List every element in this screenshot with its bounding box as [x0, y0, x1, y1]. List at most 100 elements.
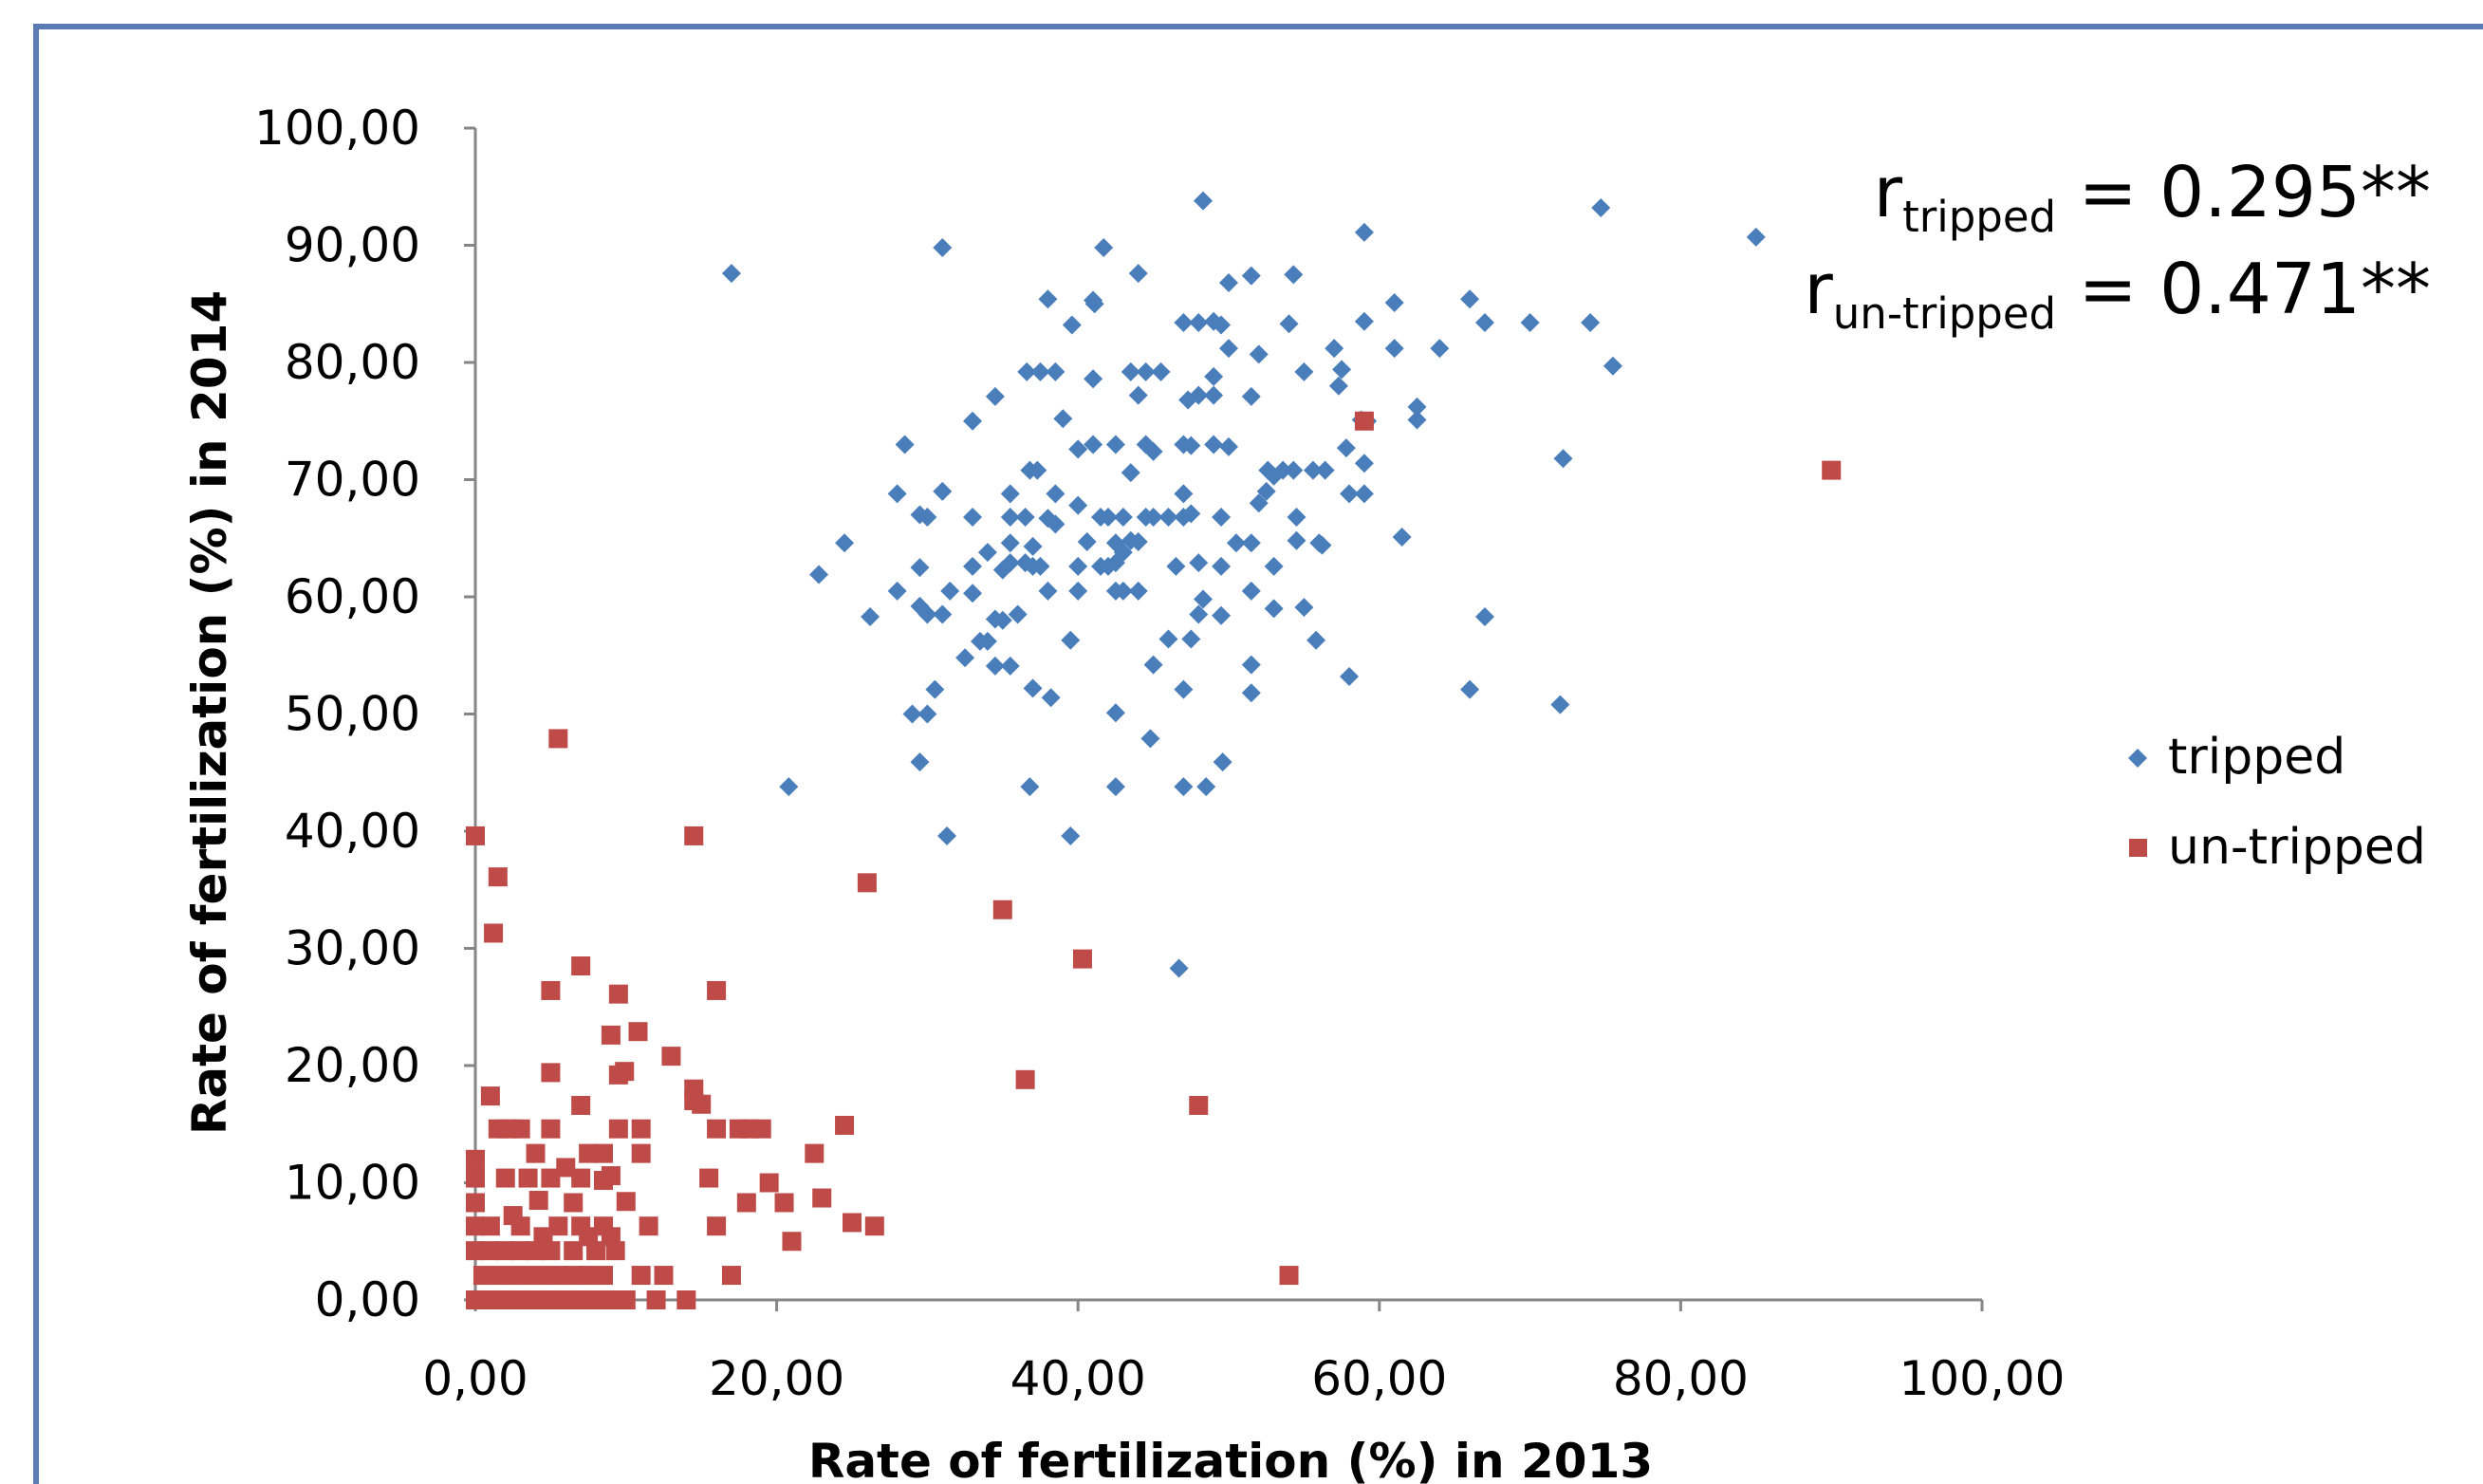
tripped-point — [1121, 463, 1140, 483]
tripped-point — [1113, 508, 1133, 528]
untripped-point — [571, 1290, 591, 1309]
y-tick-label: 80,00 — [285, 335, 420, 390]
tripped-point — [1068, 439, 1088, 459]
un-tripped-series — [466, 411, 1842, 1309]
tripped-point — [1294, 362, 1314, 381]
untripped-point — [601, 1025, 621, 1045]
correlation-annotation: rtripped = 0.295** run-tripped = 0.471** — [1804, 152, 2431, 339]
r-untripped-value: = 0.471** — [2056, 249, 2431, 330]
untripped-point — [676, 1290, 696, 1309]
tripped-point — [1068, 581, 1088, 601]
untripped-point — [605, 1241, 625, 1261]
untripped-point — [628, 1022, 648, 1042]
tripped-point — [1196, 777, 1216, 797]
tripped-point — [1017, 362, 1037, 381]
untripped-point — [782, 1232, 802, 1252]
tripped-point — [1264, 599, 1284, 619]
untripped-point — [466, 1216, 485, 1236]
tripped-point — [1591, 197, 1611, 217]
y-tick-label: 30,00 — [285, 921, 420, 976]
tripped-point — [1194, 191, 1214, 211]
tripped-point — [1030, 362, 1050, 381]
untripped-point — [1189, 1095, 1209, 1115]
untripped-point — [843, 1213, 862, 1233]
untripped-point — [736, 1193, 756, 1213]
legend-square-marker-icon — [2129, 839, 2147, 857]
tripped-point — [1028, 460, 1047, 480]
tripped-point — [1474, 313, 1494, 333]
untripped-point — [707, 1119, 727, 1139]
untripped-point — [564, 1266, 584, 1286]
untripped-point — [533, 1266, 553, 1286]
tripped-point — [1354, 311, 1374, 331]
tripped-point — [1312, 535, 1332, 555]
tripped-point — [1284, 265, 1304, 285]
tripped-point — [1105, 703, 1125, 723]
tripped-point — [1204, 435, 1224, 454]
tripped-point — [861, 606, 880, 626]
untripped-point — [541, 1290, 561, 1309]
untripped-point — [473, 1266, 492, 1286]
tripped-point — [1143, 655, 1163, 675]
tripped-point — [1030, 556, 1050, 576]
untripped-point — [579, 1143, 599, 1163]
tripped-point — [1181, 436, 1201, 455]
tripped-point — [1189, 385, 1209, 405]
untripped-point — [541, 980, 561, 1000]
untripped-point — [1072, 949, 1092, 969]
untripped-point — [616, 1192, 636, 1212]
tripped-point — [1136, 362, 1156, 381]
tripped-point — [1062, 315, 1082, 335]
tripped-point — [1212, 556, 1232, 576]
tripped-point — [977, 543, 997, 563]
untripped-point — [466, 1241, 485, 1261]
untripped-point — [518, 1168, 538, 1188]
untripped-point — [495, 1168, 515, 1188]
tripped-point — [1008, 604, 1028, 624]
x-axis-title: Rate of fertilization (%) in 2013 — [808, 1434, 1653, 1484]
tripped-point — [895, 435, 915, 454]
tripped-point — [1098, 508, 1118, 528]
tripped-point — [1284, 460, 1304, 480]
tripped-point — [887, 581, 907, 601]
untripped-point — [480, 1216, 500, 1236]
tripped-point — [1264, 556, 1284, 576]
untripped-point — [466, 825, 485, 845]
untripped-point — [759, 1173, 779, 1193]
tripped-point — [1249, 344, 1269, 364]
tripped-point — [1581, 313, 1601, 333]
tripped-point — [1105, 777, 1125, 797]
untripped-point — [639, 1216, 658, 1236]
tripped-point — [1020, 777, 1040, 797]
tripped-point — [1315, 460, 1335, 480]
tripped-point — [1219, 273, 1238, 293]
tripped-point — [835, 533, 855, 553]
tripped-point — [1226, 533, 1246, 553]
tripped-point — [1460, 679, 1480, 699]
untripped-point — [631, 1119, 651, 1139]
tripped-point — [1023, 536, 1043, 556]
untripped-point — [646, 1290, 666, 1309]
untripped-point — [548, 1266, 568, 1286]
tripped-point — [1332, 360, 1352, 380]
tripped-point — [1550, 695, 1570, 714]
untripped-point — [992, 900, 1012, 919]
untripped-point — [616, 1290, 636, 1309]
tripped-point — [1340, 666, 1360, 686]
untripped-point — [608, 984, 628, 1004]
untripped-point — [699, 1168, 719, 1188]
untripped-point — [488, 1266, 508, 1286]
tripped-point — [1219, 339, 1238, 359]
y-tick-label: 0,00 — [315, 1272, 420, 1327]
untripped-point — [1015, 1069, 1035, 1089]
tripped-point — [940, 581, 960, 601]
untripped-point — [707, 980, 727, 1000]
untripped-point — [608, 1119, 628, 1139]
tripped-point — [1212, 605, 1232, 625]
untripped-point — [480, 1241, 500, 1261]
untripped-point — [835, 1115, 855, 1135]
tripped-point — [1306, 630, 1326, 650]
tripped-point — [1143, 508, 1163, 528]
untripped-point — [805, 1143, 825, 1163]
